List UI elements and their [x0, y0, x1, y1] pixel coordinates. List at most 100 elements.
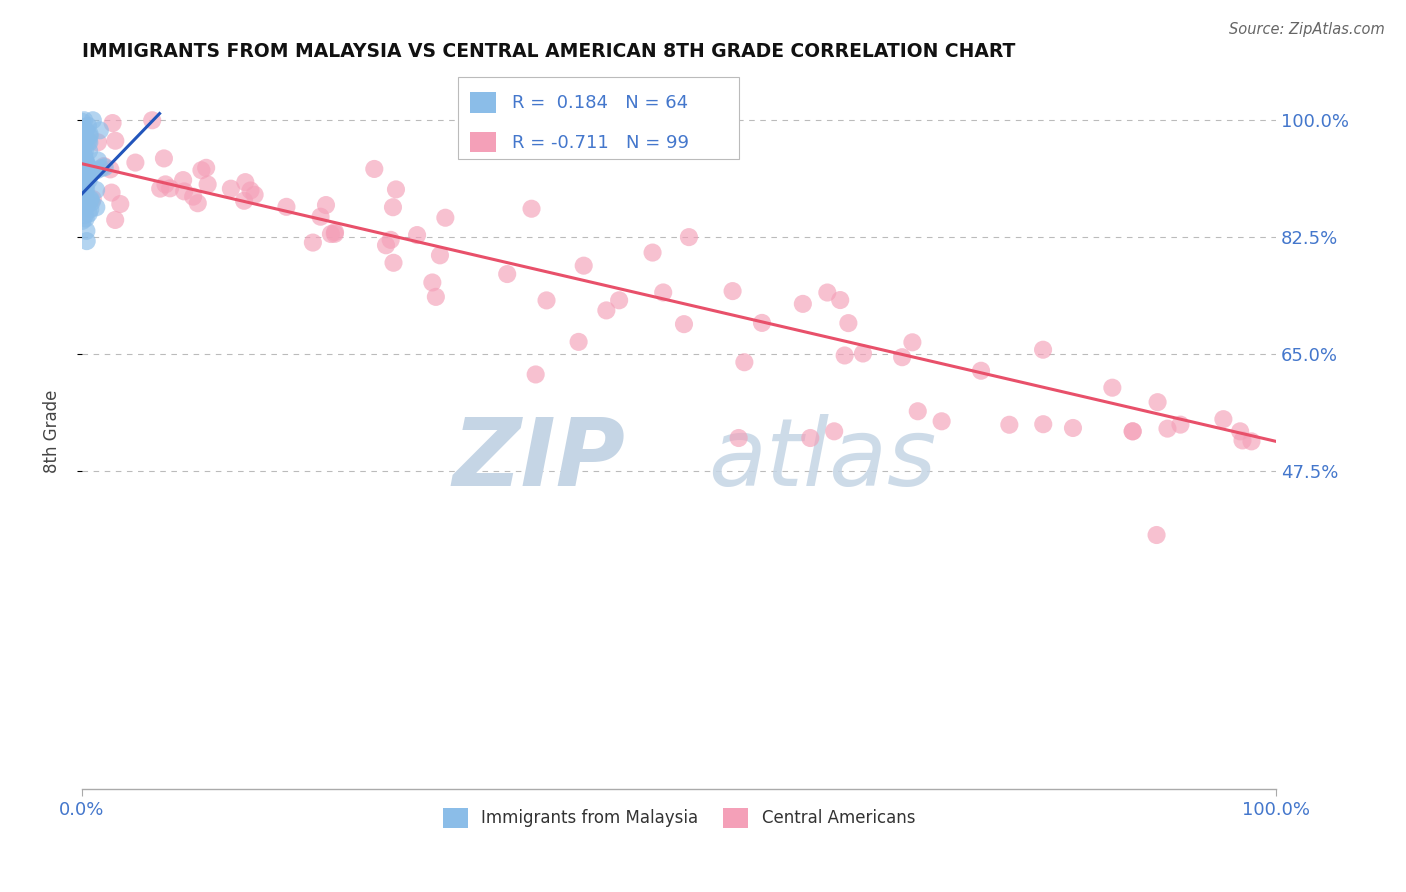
- Point: [77, 144, 100, 158]
- Text: R = -0.711   N = 99: R = -0.711 N = 99: [512, 134, 689, 152]
- FancyBboxPatch shape: [470, 93, 496, 112]
- Point: [79, 127, 101, 141]
- Point: [323, 225, 346, 239]
- Point: [84, 183, 107, 197]
- Point: [75, 183, 97, 197]
- Point: [72, 182, 94, 196]
- Point: [1146, 395, 1168, 409]
- Point: [149, 181, 172, 195]
- Point: [173, 185, 195, 199]
- Point: [381, 200, 404, 214]
- Point: [302, 235, 325, 250]
- Point: [72, 175, 94, 189]
- Point: [363, 161, 385, 176]
- Point: [155, 178, 177, 192]
- Point: [931, 414, 953, 428]
- Point: [72, 166, 94, 180]
- Point: [406, 228, 429, 243]
- Point: [792, 297, 814, 311]
- Point: [141, 113, 163, 128]
- Point: [104, 213, 127, 227]
- Y-axis label: 8th Grade: 8th Grade: [44, 390, 60, 473]
- Point: [1232, 434, 1254, 448]
- Point: [243, 187, 266, 202]
- Point: [77, 119, 100, 133]
- Point: [1229, 425, 1251, 439]
- Point: [72, 120, 94, 134]
- Point: [75, 169, 97, 183]
- Point: [75, 154, 97, 169]
- Point: [75, 157, 97, 171]
- Point: [90, 161, 112, 176]
- Point: [80, 192, 103, 206]
- Point: [75, 192, 97, 206]
- Point: [496, 267, 519, 281]
- Point: [190, 163, 212, 178]
- Point: [970, 364, 993, 378]
- Point: [901, 335, 924, 350]
- Point: [852, 346, 875, 360]
- Point: [75, 144, 97, 158]
- Point: [79, 202, 101, 217]
- Point: [72, 176, 94, 190]
- Point: [153, 152, 176, 166]
- Point: [75, 153, 97, 168]
- Point: [84, 163, 107, 178]
- Point: [187, 196, 209, 211]
- Point: [73, 157, 96, 171]
- Point: [315, 198, 337, 212]
- Point: [1032, 343, 1054, 357]
- Point: [82, 113, 104, 128]
- Point: [72, 153, 94, 168]
- Point: [799, 431, 821, 445]
- Point: [197, 178, 219, 192]
- Point: [75, 133, 97, 147]
- Point: [72, 194, 94, 209]
- Point: [607, 293, 630, 308]
- Point: [195, 161, 218, 175]
- Point: [727, 431, 749, 445]
- Point: [93, 161, 115, 175]
- Point: [641, 245, 664, 260]
- Point: [76, 234, 98, 248]
- Point: [1122, 425, 1144, 439]
- Point: [82, 192, 104, 206]
- Text: R =  0.184   N = 64: R = 0.184 N = 64: [512, 95, 688, 112]
- Point: [75, 224, 97, 238]
- Point: [276, 200, 298, 214]
- Point: [101, 116, 124, 130]
- Point: [891, 350, 914, 364]
- Point: [77, 166, 100, 180]
- FancyBboxPatch shape: [470, 132, 496, 153]
- Point: [93, 159, 115, 173]
- Point: [1146, 528, 1168, 542]
- Point: [87, 136, 110, 150]
- Point: [429, 248, 451, 262]
- Point: [181, 189, 204, 203]
- Point: [72, 179, 94, 194]
- Legend: Immigrants from Malaysia, Central Americans: Immigrants from Malaysia, Central Americ…: [436, 801, 922, 835]
- Point: [652, 285, 675, 300]
- Point: [1032, 417, 1054, 432]
- Point: [75, 178, 97, 193]
- Point: [75, 166, 97, 180]
- Point: [1122, 425, 1144, 439]
- Point: [380, 233, 402, 247]
- Point: [233, 194, 256, 208]
- Point: [77, 135, 100, 149]
- Point: [219, 182, 242, 196]
- Point: [572, 259, 595, 273]
- Point: [524, 368, 547, 382]
- Point: [721, 284, 744, 298]
- Point: [72, 214, 94, 228]
- Point: [75, 157, 97, 171]
- Point: [425, 290, 447, 304]
- Text: ZIP: ZIP: [453, 414, 626, 506]
- Point: [79, 129, 101, 144]
- Point: [815, 285, 838, 300]
- Point: [73, 148, 96, 162]
- Point: [568, 334, 591, 349]
- Point: [172, 173, 194, 187]
- Point: [79, 193, 101, 207]
- Point: [72, 162, 94, 177]
